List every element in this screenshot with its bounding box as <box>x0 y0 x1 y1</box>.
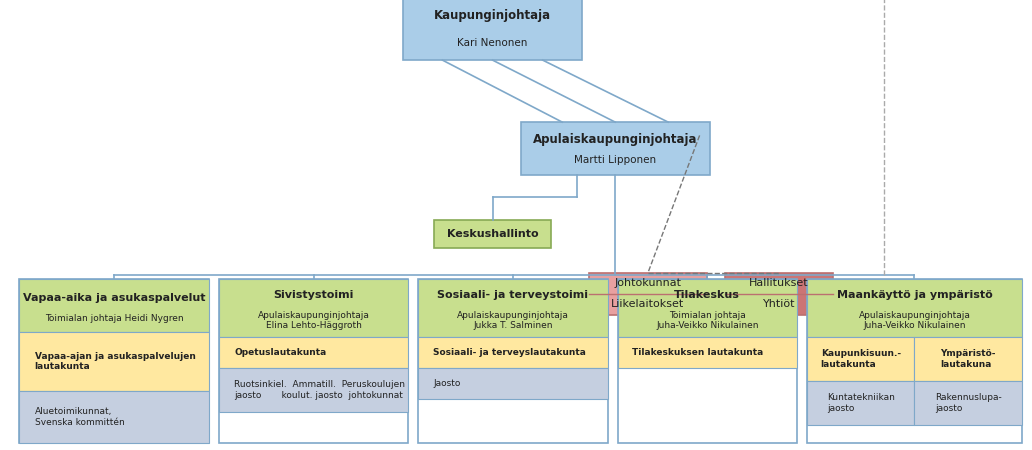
FancyBboxPatch shape <box>418 368 608 399</box>
FancyBboxPatch shape <box>418 337 608 368</box>
FancyBboxPatch shape <box>404 0 582 60</box>
Text: Sosiaali- ja terveystoimi: Sosiaali- ja terveystoimi <box>438 291 588 301</box>
FancyBboxPatch shape <box>20 279 208 332</box>
FancyBboxPatch shape <box>219 337 408 368</box>
Text: Opetuslautakunta: Opetuslautakunta <box>234 348 326 357</box>
FancyBboxPatch shape <box>725 273 833 315</box>
FancyBboxPatch shape <box>914 337 1022 381</box>
Text: Apulaiskaupunginjohtaja
Elina Lehto-Häggroth: Apulaiskaupunginjohtaja Elina Lehto-Hägg… <box>258 311 369 330</box>
FancyBboxPatch shape <box>589 273 707 315</box>
Text: Johtokunnat: Johtokunnat <box>614 278 681 288</box>
FancyBboxPatch shape <box>219 279 408 443</box>
Text: Ympäristö-
lautakuna: Ympäristö- lautakuna <box>940 349 996 369</box>
Text: Yhtiöt: Yhtiöt <box>763 299 795 309</box>
Text: Vapaa-aika ja asukaspalvelut: Vapaa-aika ja asukaspalvelut <box>23 293 205 303</box>
Text: Kaupunginjohtaja: Kaupunginjohtaja <box>433 9 551 22</box>
FancyBboxPatch shape <box>219 279 408 337</box>
Text: Aluetoimikunnat,
Svenska kommittén: Aluetoimikunnat, Svenska kommittén <box>35 407 125 427</box>
FancyBboxPatch shape <box>418 279 608 443</box>
Text: Kuntatekniikan
jaosto: Kuntatekniikan jaosto <box>827 393 895 413</box>
FancyBboxPatch shape <box>520 122 710 176</box>
FancyBboxPatch shape <box>618 279 797 443</box>
FancyBboxPatch shape <box>807 279 1022 443</box>
Text: Tilakeskuksen lautakunta: Tilakeskuksen lautakunta <box>633 348 764 357</box>
FancyBboxPatch shape <box>618 279 797 337</box>
Text: Sosiaali- ja terveyslautakunta: Sosiaali- ja terveyslautakunta <box>433 348 586 357</box>
Text: Vapaa-ajan ja asukaspalvelujen
lautakunta: Vapaa-ajan ja asukaspalvelujen lautakunt… <box>35 352 195 371</box>
FancyBboxPatch shape <box>807 279 1022 337</box>
Text: Maankäyttö ja ympäristö: Maankäyttö ja ympäristö <box>837 291 992 301</box>
Text: Tilakeskus: Tilakeskus <box>674 291 740 301</box>
FancyBboxPatch shape <box>433 220 551 248</box>
FancyBboxPatch shape <box>20 391 208 443</box>
FancyBboxPatch shape <box>807 337 914 381</box>
FancyBboxPatch shape <box>914 381 1022 425</box>
FancyBboxPatch shape <box>20 332 208 391</box>
Text: Liikelaitokset: Liikelaitokset <box>611 299 684 309</box>
Text: Kaupunkisuun.-
lautakunta: Kaupunkisuun.- lautakunta <box>820 349 901 369</box>
Text: Martti Lipponen: Martti Lipponen <box>574 155 656 166</box>
Text: Apulaiskaupunginjohtaja
Juha-Veikko Nikulainen: Apulaiskaupunginjohtaja Juha-Veikko Niku… <box>859 311 970 330</box>
Text: Toimialan johtaja Heidi Nygren: Toimialan johtaja Heidi Nygren <box>44 314 184 323</box>
FancyBboxPatch shape <box>618 337 797 368</box>
Text: Kari Nenonen: Kari Nenonen <box>457 38 527 48</box>
Text: Apulaiskaupunginjohtaja: Apulaiskaupunginjohtaja <box>533 133 698 146</box>
Text: Jaosto: Jaosto <box>433 379 461 388</box>
Text: Rakennuslupa-
jaosto: Rakennuslupa- jaosto <box>935 393 1001 413</box>
Text: Apulaiskaupunginjohtaja
Jukka T. Salminen: Apulaiskaupunginjohtaja Jukka T. Salmine… <box>457 311 569 330</box>
Text: Sivistystoimi: Sivistystoimi <box>273 291 354 301</box>
FancyBboxPatch shape <box>807 381 914 425</box>
Text: Toimialan johtaja
Juha-Veikko Nikulainen: Toimialan johtaja Juha-Veikko Nikulainen <box>656 311 759 330</box>
FancyBboxPatch shape <box>219 368 408 412</box>
Text: Ruotsinkiel.  Ammatill.  Peruskoulujen
jaosto       koulut. jaosto  johtokunnat: Ruotsinkiel. Ammatill. Peruskoulujen jao… <box>234 380 406 400</box>
FancyBboxPatch shape <box>20 279 208 443</box>
Text: Keskushallinto: Keskushallinto <box>447 229 539 239</box>
Text: Hallitukset: Hallitukset <box>749 278 809 288</box>
FancyBboxPatch shape <box>418 279 608 337</box>
